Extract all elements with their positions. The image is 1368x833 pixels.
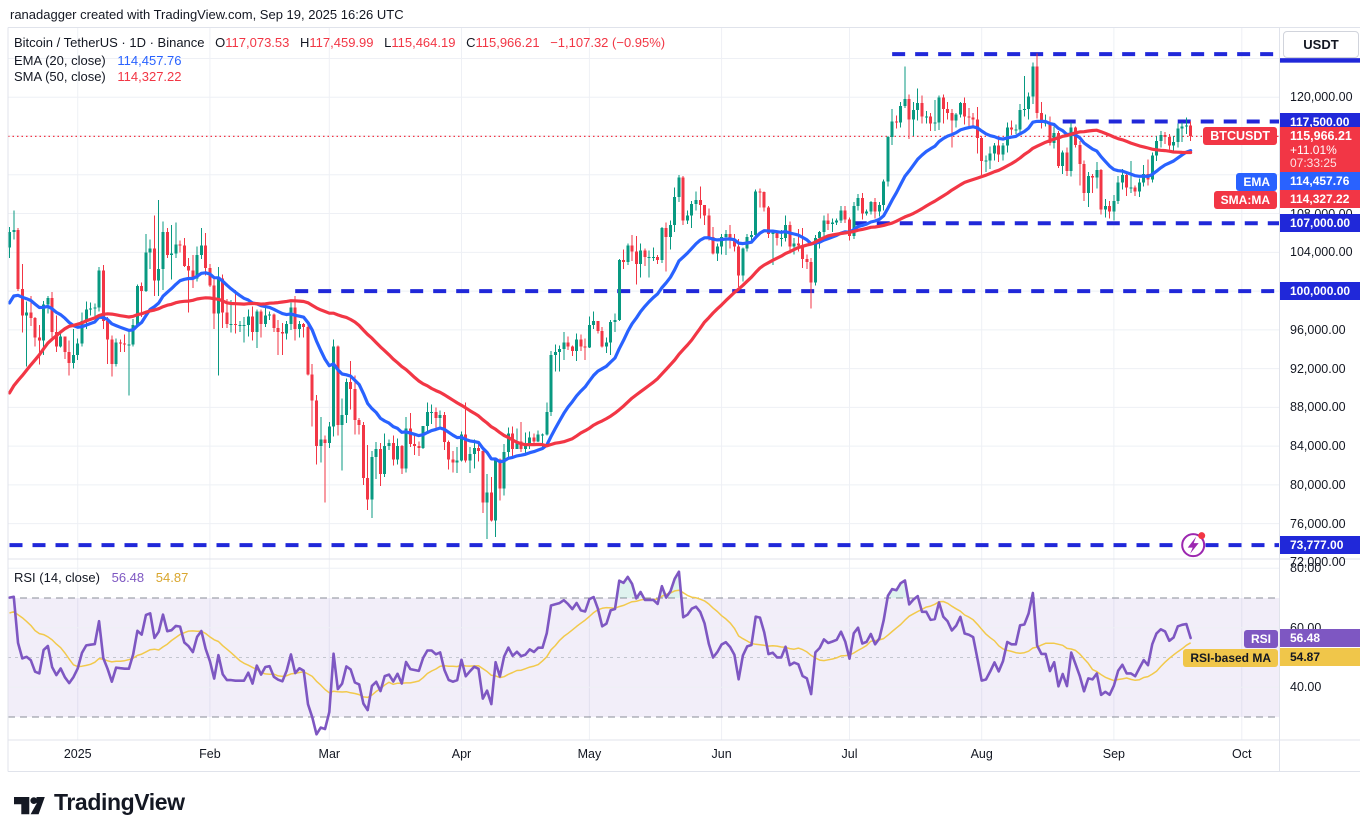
sma-label: SMA (50, close) (14, 69, 106, 84)
time-axis-label: Jun (711, 747, 732, 761)
ma-value-badge: 114,327.22 (1280, 190, 1360, 209)
level-price-badge: 100,000.00 (1280, 282, 1360, 301)
rsi-legend-row: RSI (14, close) 56.48 54.87 (14, 570, 188, 585)
time-axis-label: Mar (318, 747, 341, 761)
ohlc-high-label: H (300, 35, 310, 50)
time-axis-label: Feb (199, 747, 221, 761)
ohlc-close-value: 115,966.21 (475, 35, 540, 50)
alert-icon[interactable] (1181, 532, 1206, 558)
symbol-price-label: BTCUSDT (1203, 127, 1277, 146)
rsi-value-badge: 54.87 (1280, 648, 1360, 667)
price-axis-label: 76,000.00 (1290, 516, 1346, 531)
ma-side-label: SMA:MA (1213, 190, 1277, 209)
level-price-badge: 117,500.00 (1280, 112, 1360, 131)
time-axis-label: May (577, 747, 602, 761)
price-axis-label: 104,000.00 (1290, 245, 1353, 260)
rsi-axis-label: 80.00 (1290, 561, 1322, 576)
sma-value: 114,327.22 (117, 69, 182, 84)
ma-side-label: EMA (1236, 172, 1277, 191)
ohlc-open-label: O (215, 35, 226, 50)
price-axis-label: 84,000.00 (1290, 439, 1346, 454)
time-axis-label: Sep (1102, 747, 1125, 761)
top-level-badge-sliver (1280, 58, 1360, 63)
price-axis-label: 88,000.00 (1290, 400, 1346, 415)
time-axis-label: 2025 (63, 747, 92, 761)
ohlc-low-label: L (384, 35, 392, 50)
current-price-badge: 115,966.21 +11.01% 07:33:25 (1280, 127, 1360, 174)
rsi-band-layer (8, 567, 1279, 718)
level-price-badge: 107,000.00 (1280, 214, 1360, 233)
price-axis-label: 92,000.00 (1290, 361, 1346, 376)
rsi-side-label: RSI (1243, 629, 1278, 648)
panel-borders (7, 27, 1360, 772)
sma-line (7, 128, 1193, 448)
ohlc-high-value: 117,459.99 (309, 35, 374, 50)
currency-unit-button[interactable]: USDT (1283, 31, 1359, 58)
ema-value: 114,457.76 (117, 53, 182, 68)
ema-legend-row: EMA (20, close) 114,457.76 (14, 53, 182, 68)
symbol-legend-row: Bitcoin / TetherUS · 1D · Binance O117,0… (14, 35, 665, 50)
sma-legend-row: SMA (50, close) 114,327.22 (14, 69, 182, 84)
rsi-ma-line (9, 589, 1192, 699)
rsi-label: RSI (14, close) (14, 570, 100, 585)
tradingview-logo-text: TradingView (54, 789, 185, 815)
price-axis-label: 72,000.00 (1290, 555, 1346, 570)
symbol-title: Bitcoin / TetherUS · 1D · Binance (14, 35, 205, 50)
ohlc-change: −1,107.32 (−0.95%) (550, 35, 666, 50)
rsi-line (8, 570, 1192, 736)
ohlc-close-label: C (466, 35, 476, 50)
time-axis-label: Oct (1232, 747, 1252, 761)
current-price-badge-line: 07:33:25 (1290, 156, 1337, 171)
attribution-text: ranadagger created with TradingView.com,… (10, 7, 404, 22)
rsi-value-badge: 56.48 (1280, 629, 1360, 648)
rsi-value: 56.48 (111, 570, 145, 585)
price-axis-label: 120,000.00 (1290, 90, 1353, 105)
tradingview-logo[interactable]: TradingView (14, 789, 185, 816)
candles-layer (8, 53, 1193, 540)
rsi-overbought-fill (9, 571, 1191, 598)
rsi-side-label: RSI-based MA (1183, 648, 1278, 667)
rsi-axis-label: 40.00 (1290, 680, 1322, 695)
rsi-ma-value: 54.87 (155, 570, 189, 585)
current-price-badge-line: 115,966.21 (1290, 129, 1352, 144)
current-price-badge-line: +11.01% (1290, 142, 1337, 157)
ohlc-open-value: 117,073.53 (225, 35, 290, 50)
time-axis-label: Apr (451, 747, 472, 761)
key-level-lines-layer (9, 52, 1279, 548)
ema-label: EMA (20, close) (14, 53, 106, 68)
ma-value-badge: 114,457.76 (1280, 172, 1360, 191)
price-axis-label: 96,000.00 (1290, 322, 1346, 337)
tradingview-logo-mark (14, 796, 45, 814)
time-axis-label: Aug (970, 747, 993, 761)
level-price-badge: 73,777.00 (1280, 536, 1360, 555)
ohlc-low-value: 115,464.19 (391, 35, 456, 50)
time-axis-label: Jul (841, 747, 858, 761)
price-axis-label: 80,000.00 (1290, 477, 1346, 492)
ema-line (7, 119, 1193, 464)
